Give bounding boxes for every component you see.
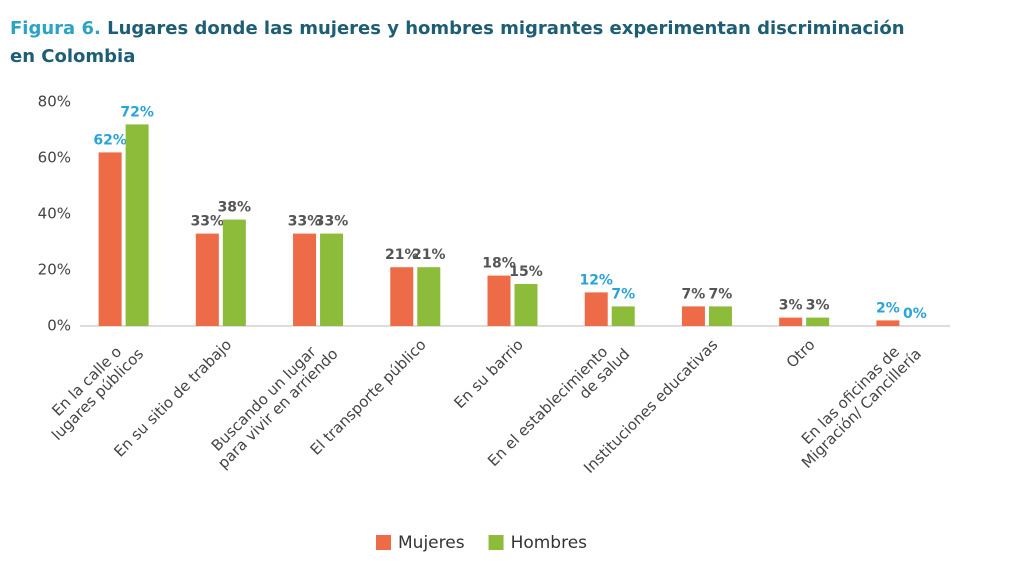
y-tick-label: 20% <box>38 261 71 279</box>
bar <box>417 267 441 326</box>
x-tick-label: En su barrio <box>450 335 526 411</box>
x-tick-label-line: En su barrio <box>450 335 526 411</box>
value-label: 7% <box>611 286 635 302</box>
y-tick-label: 0% <box>47 317 71 335</box>
bar <box>487 275 511 326</box>
value-label: 7% <box>709 286 733 302</box>
bar <box>611 306 635 326</box>
bar <box>514 284 538 326</box>
x-tick-label-line: Migración/ Cancillería <box>798 344 925 471</box>
value-label: 3% <box>779 298 803 314</box>
x-tick-label: Otro <box>782 335 818 371</box>
value-label: 38% <box>218 200 252 216</box>
legend-label: Hombres <box>511 533 588 553</box>
value-label: 3% <box>806 298 830 314</box>
legend-swatch <box>488 535 504 550</box>
title-line: Lugares donde las mujeres y hombres migr… <box>107 18 904 39</box>
bar <box>98 152 122 326</box>
value-label: 15% <box>509 264 543 280</box>
value-label: 0% <box>903 306 927 322</box>
figure-label: Figura 6. <box>10 18 101 39</box>
x-tick-label-line: Buscando un lugar <box>207 342 320 455</box>
title-line: en Colombia <box>10 46 135 67</box>
bar <box>806 317 830 326</box>
bar <box>779 317 803 326</box>
x-tick-label-line: Otro <box>782 335 818 371</box>
x-tick-label-line: En las oficinas de <box>797 342 902 447</box>
value-label: 12% <box>579 272 613 288</box>
bar <box>390 267 414 326</box>
bar <box>125 124 149 327</box>
legend-label: Mujeres <box>398 533 465 553</box>
bar <box>876 320 900 326</box>
y-tick-label: 40% <box>38 205 71 223</box>
legend-swatch <box>376 535 391 550</box>
value-label: 33% <box>191 214 225 230</box>
bar <box>195 233 219 326</box>
value-label: 72% <box>120 104 154 120</box>
value-label: 18% <box>482 256 516 272</box>
y-tick-label: 80% <box>38 93 71 111</box>
bar <box>584 292 608 326</box>
bar <box>681 306 705 326</box>
bar <box>222 219 246 326</box>
value-label: 33% <box>315 214 349 230</box>
value-label: 21% <box>385 247 419 263</box>
value-label: 7% <box>682 286 706 302</box>
bar <box>320 233 344 326</box>
chart-title: Figura 6. Lugares donde las mujeres y ho… <box>10 18 905 39</box>
bar <box>293 233 317 326</box>
value-label: 2% <box>876 300 900 316</box>
value-label: 62% <box>93 132 127 148</box>
y-tick-label: 60% <box>38 149 71 167</box>
bar <box>708 306 732 326</box>
value-label: 21% <box>412 247 446 263</box>
value-label: 33% <box>288 214 322 230</box>
